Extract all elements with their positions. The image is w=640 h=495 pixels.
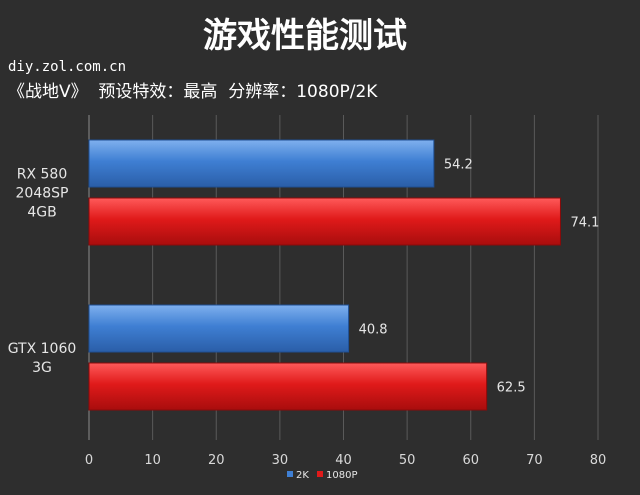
x-tick-label: 30 xyxy=(272,453,289,468)
x-tick-label: 10 xyxy=(144,453,161,468)
category-label: RX 580 xyxy=(17,167,68,183)
x-tick-label: 50 xyxy=(399,453,416,468)
x-tick-labels: 0 10 20 30 40 50 60 70 80 xyxy=(85,453,606,468)
bars: 54.2 74.1 40.8 62.5 xyxy=(88,139,599,411)
legend-label: 1080P xyxy=(326,470,357,481)
chart-title: 游戏性能测试 xyxy=(203,16,407,56)
category-label: 4GB xyxy=(27,205,56,221)
bar-2k xyxy=(88,139,435,188)
category-label: 2048SP xyxy=(16,186,69,202)
bar-1080p xyxy=(88,197,561,246)
data-label: 40.8 xyxy=(359,323,388,338)
legend-swatch xyxy=(317,471,323,477)
x-tick-label: 0 xyxy=(85,453,93,468)
category-label: 3G xyxy=(32,360,52,376)
legend: 2K 1080P xyxy=(287,470,357,481)
category-labels: RX 580 2048SP 4GB GTX 1060 3G xyxy=(8,167,77,377)
category-label: GTX 1060 xyxy=(8,341,77,357)
bar-1080p xyxy=(88,362,488,411)
data-label: 74.1 xyxy=(570,216,599,231)
bar-2k xyxy=(88,304,350,353)
x-tick-label: 80 xyxy=(590,453,607,468)
data-label: 54.2 xyxy=(444,158,473,173)
x-tick-label: 70 xyxy=(526,453,543,468)
legend-swatch xyxy=(287,471,293,477)
data-label: 62.5 xyxy=(497,381,526,396)
x-tick-label: 20 xyxy=(208,453,225,468)
legend-label: 2K xyxy=(296,470,309,481)
chart-subtitle: 《战地V》 预设特效：最高 分辨率：1080P/2K xyxy=(8,82,378,102)
x-tick-label: 40 xyxy=(335,453,352,468)
watermark: diy.zol.com.cn xyxy=(8,59,126,75)
x-tick-label: 60 xyxy=(462,453,479,468)
